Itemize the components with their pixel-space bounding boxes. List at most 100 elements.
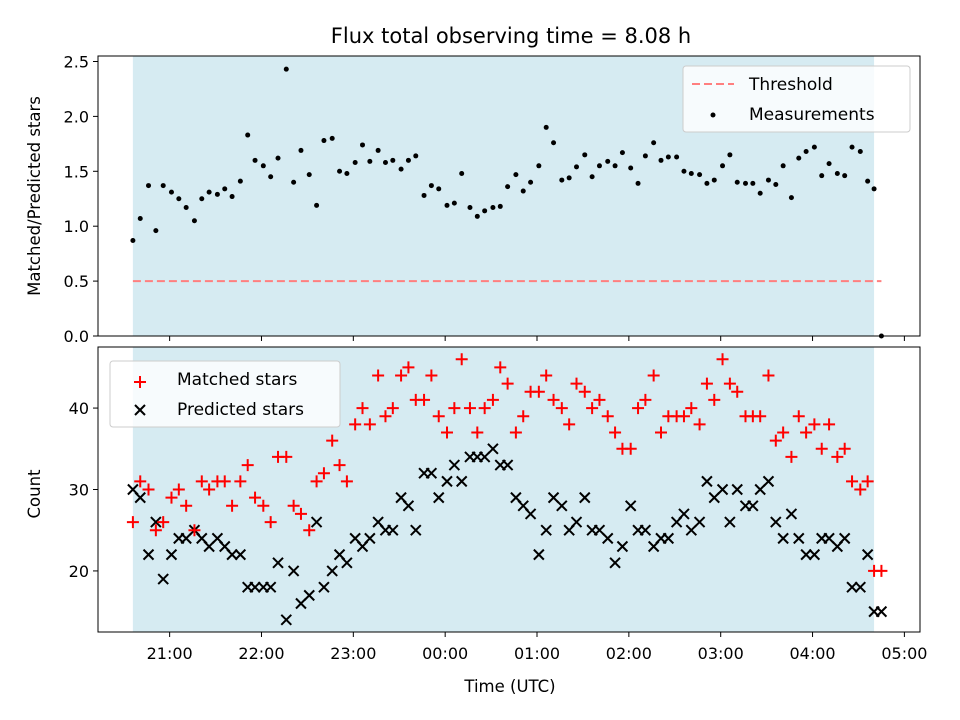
matched-star-marker	[838, 442, 851, 455]
measurement-point	[619, 150, 625, 156]
predicted-star-marker	[716, 483, 729, 496]
predicted-star-marker	[808, 548, 821, 561]
measurement-point	[367, 158, 373, 164]
matched-star-marker	[593, 393, 606, 406]
legend-measurements-swatch	[710, 112, 716, 118]
predicted-star-marker	[662, 532, 675, 545]
legend-predicted-label: Predicted stars	[177, 400, 304, 420]
measurement-point	[658, 157, 664, 163]
matched-star-marker	[203, 483, 216, 496]
predicted-star-marker	[448, 459, 461, 471]
top-legend: Threshold Measurements	[682, 65, 911, 133]
matched-star-marker	[769, 434, 782, 447]
measurement-point	[605, 158, 611, 164]
measurement-point	[428, 183, 434, 189]
predicted-star-marker	[793, 532, 805, 545]
matched-star-marker	[601, 410, 614, 423]
matched-star-marker	[570, 377, 583, 390]
predicted-star-marker	[310, 516, 323, 528]
legend-measurements-label: Measurements	[749, 105, 875, 125]
predicted-star-marker	[341, 557, 353, 569]
predicted-star-marker	[616, 540, 629, 553]
predicted-star-marker	[762, 475, 775, 488]
predicted-star-marker	[441, 475, 453, 488]
measurement-point	[160, 183, 166, 189]
measurement-point	[474, 213, 480, 219]
predicted-star-marker	[770, 516, 782, 528]
predicted-star-marker	[287, 565, 300, 577]
matched-star-marker	[624, 442, 637, 455]
predicted-star-marker	[364, 532, 376, 545]
matched-star-marker	[432, 410, 445, 423]
measurement-point	[206, 189, 212, 195]
measurement-point	[757, 190, 763, 196]
predicted-star-points	[127, 443, 888, 626]
measurement-point	[321, 138, 327, 144]
predicted-star-marker	[838, 532, 851, 545]
matched-star-marker	[800, 426, 813, 439]
top-y-axis-label: Matched/Predicted stars	[25, 96, 44, 296]
measurement-point	[176, 196, 182, 202]
legend-matched-swatch	[134, 376, 146, 388]
matched-star-marker	[386, 402, 399, 415]
y-tick-label: 0.0	[64, 327, 89, 346]
matched-star-marker	[157, 516, 170, 529]
predicted-star-marker	[326, 565, 338, 577]
matched-star-marker	[708, 393, 721, 406]
measurement-point	[337, 168, 343, 174]
matched-star-marker	[142, 483, 155, 496]
measurement-point	[727, 152, 733, 158]
matched-star-marker	[172, 483, 185, 496]
predicted-star-marker	[142, 548, 155, 561]
predicted-star-marker	[303, 589, 315, 602]
matched-star-marker	[349, 418, 362, 431]
matched-star-marker	[463, 402, 476, 415]
matched-star-marker	[754, 410, 767, 423]
top-chart-title: Flux total observing time = 8.08 h	[331, 24, 691, 48]
measurement-point	[375, 147, 381, 153]
measurement-point	[543, 124, 549, 130]
predicted-star-marker	[226, 548, 238, 561]
predicted-star-marker	[540, 524, 552, 536]
matched-star-marker	[317, 467, 330, 480]
measurement-point	[559, 177, 565, 183]
measurement-point	[229, 194, 235, 200]
matched-star-marker	[647, 369, 660, 382]
measurement-point	[871, 186, 877, 192]
predicted-star-marker	[425, 467, 438, 479]
measurement-point	[513, 172, 519, 178]
predicted-star-marker	[800, 548, 812, 561]
matched-star-marker	[379, 410, 392, 423]
matched-star-marker	[333, 459, 346, 472]
matched-star-marker	[494, 361, 507, 374]
matched-star-marker	[218, 475, 231, 488]
measurement-point	[711, 177, 717, 183]
measurement-point	[780, 163, 786, 169]
measurement-point	[681, 168, 687, 174]
measurement-point	[222, 186, 228, 192]
measurement-point	[444, 202, 450, 208]
matched-star-marker	[509, 426, 522, 439]
y-tick-label: 1.5	[64, 162, 89, 181]
matched-star-marker	[808, 418, 821, 431]
measurement-point	[153, 228, 159, 234]
predicted-star-marker	[387, 524, 399, 536]
predicted-star-marker	[731, 483, 743, 496]
measurement-point	[865, 178, 871, 184]
matched-star-marker	[126, 516, 139, 529]
predicted-star-marker	[165, 548, 178, 561]
matched-star-marker	[785, 450, 798, 463]
x-tick-label: 23:00	[330, 644, 376, 663]
measurement-point	[421, 192, 427, 198]
measurement-point	[260, 163, 266, 169]
measurement-point	[467, 205, 473, 211]
matched-star-marker	[532, 385, 545, 398]
top-axes-frame	[97, 55, 921, 337]
x-tick-label: 05:00	[881, 644, 927, 663]
measurement-point	[857, 149, 863, 155]
matched-star-marker	[517, 410, 530, 423]
matched-star-marker	[655, 426, 668, 439]
matched-star-marker	[264, 516, 277, 529]
bottom-y-axis-label: Count	[25, 469, 44, 519]
